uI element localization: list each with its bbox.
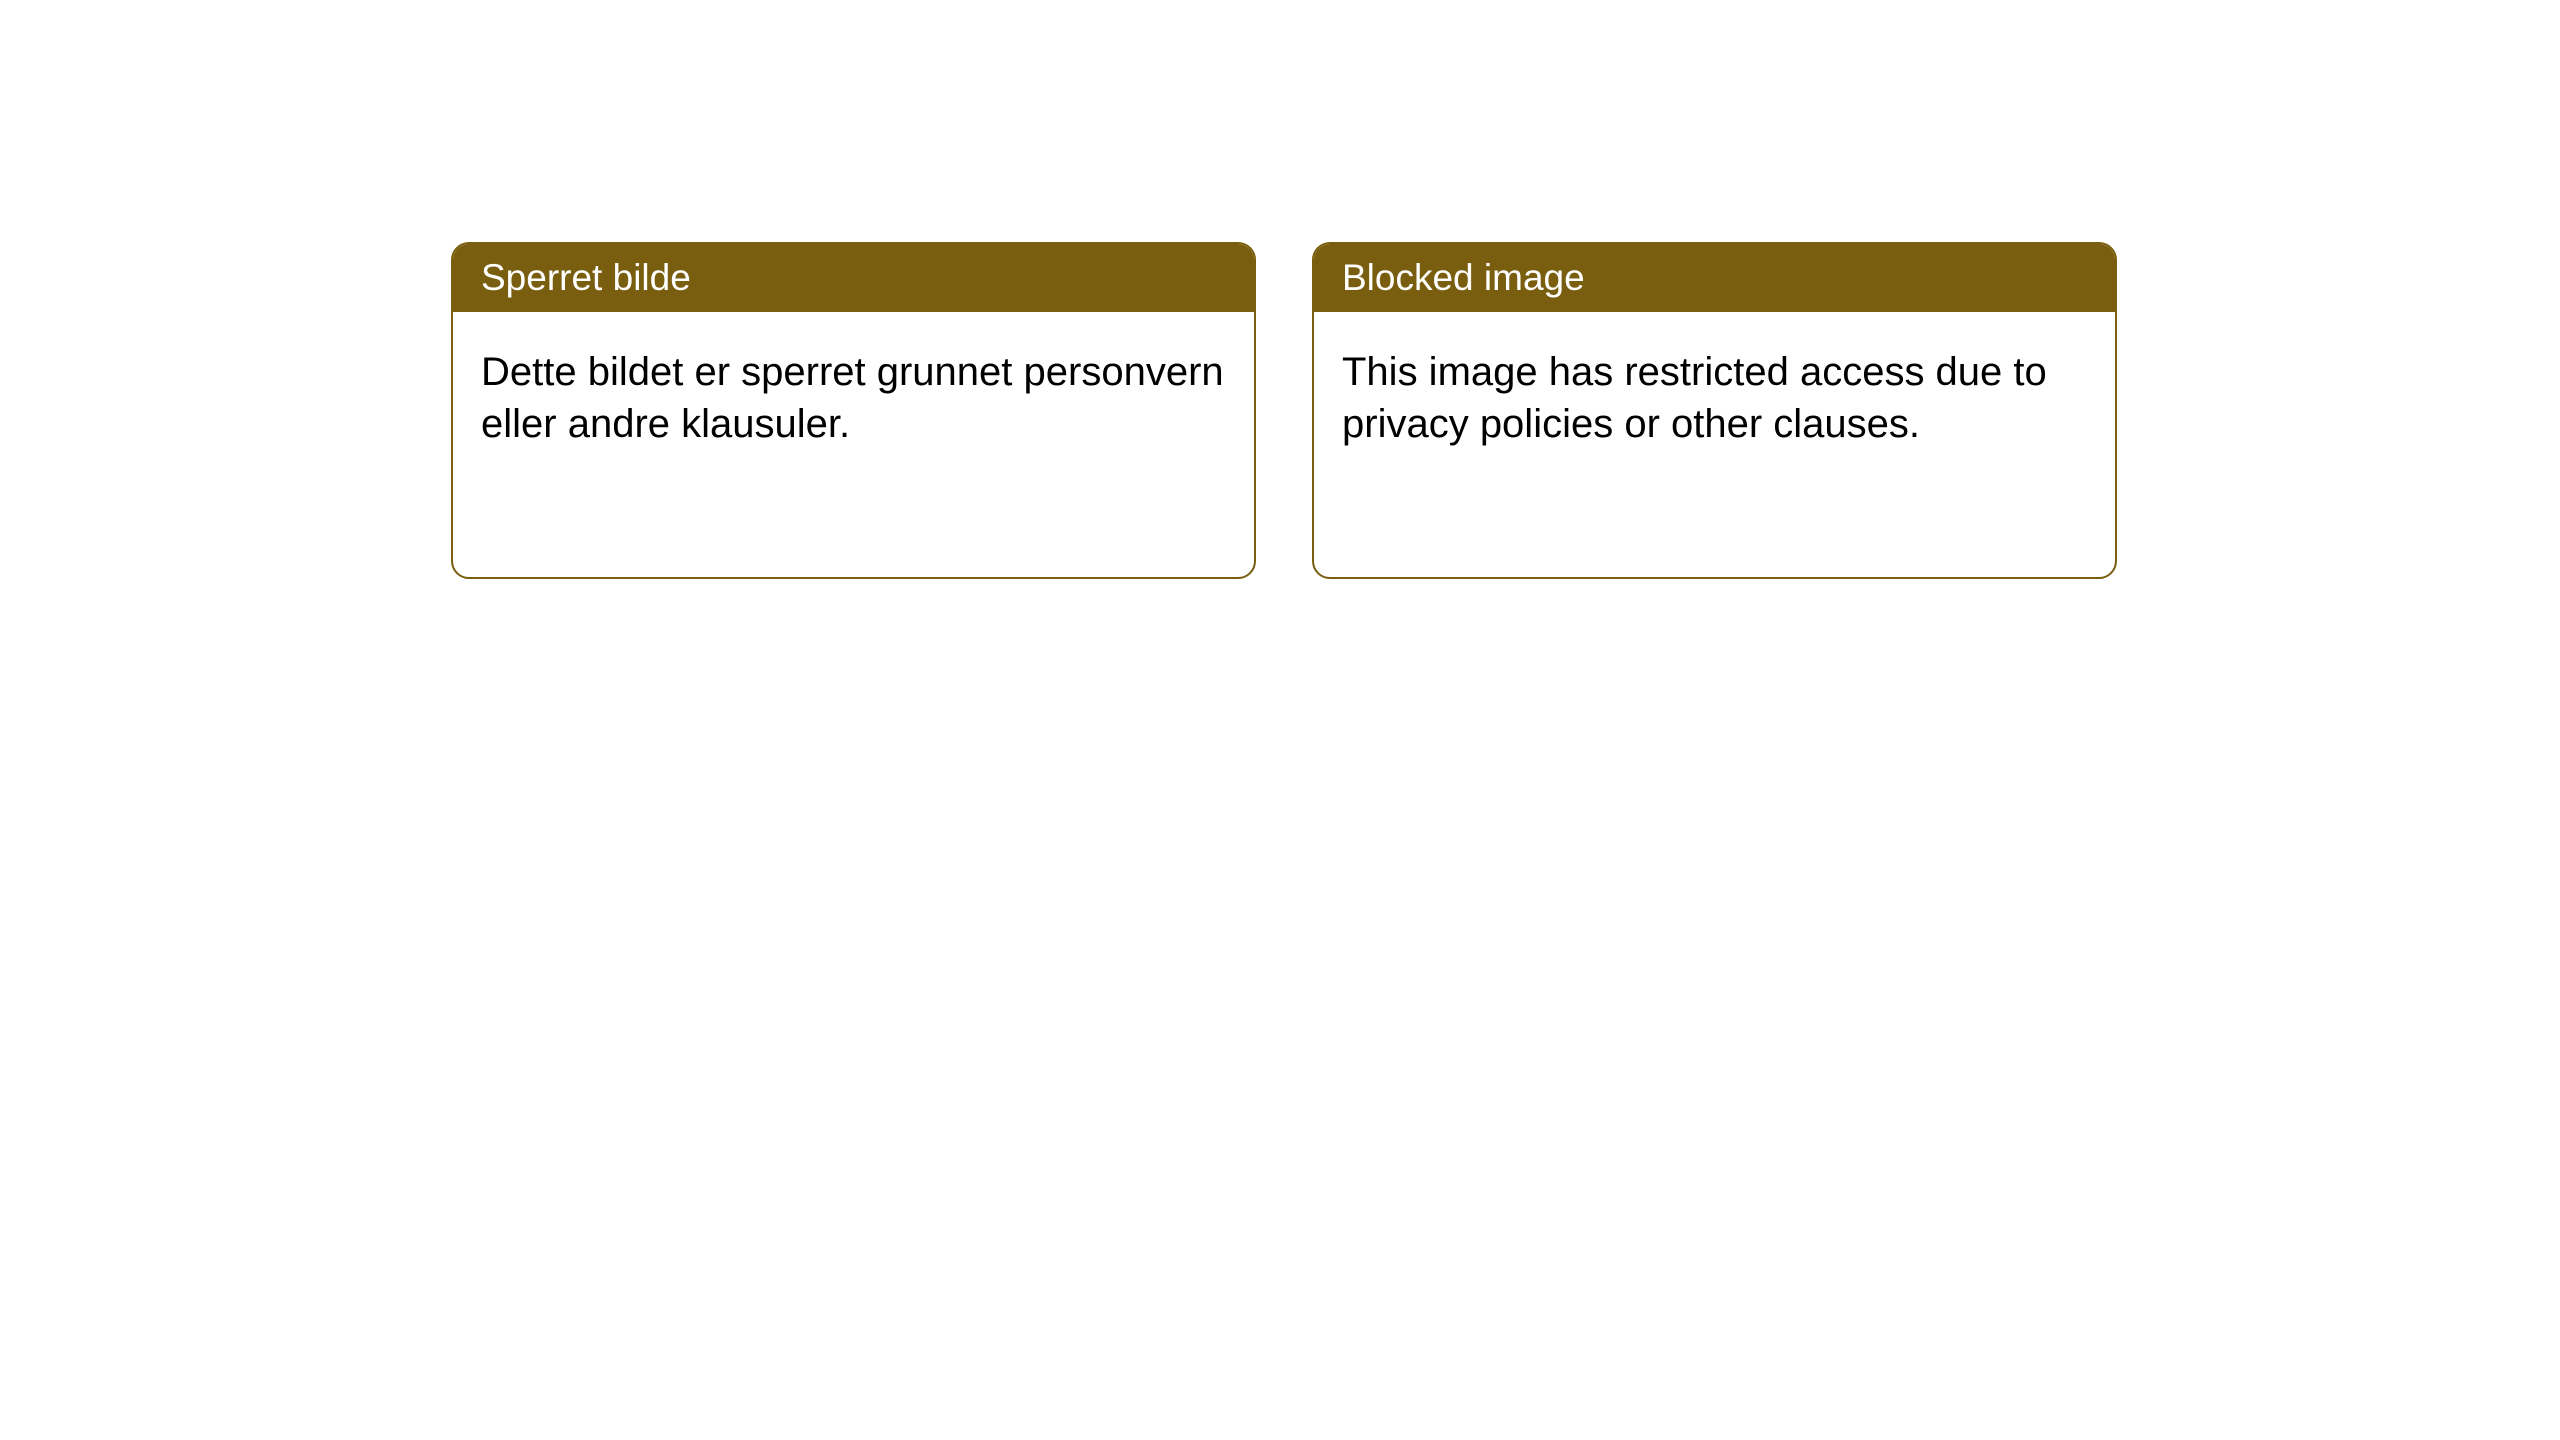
notice-text: Dette bildet er sperret grunnet personve… bbox=[481, 350, 1224, 446]
notice-header-norwegian: Sperret bilde bbox=[453, 244, 1254, 312]
notice-container: Sperret bilde Dette bildet er sperret gr… bbox=[451, 242, 2117, 579]
notice-title: Blocked image bbox=[1342, 257, 1585, 298]
notice-body-norwegian: Dette bildet er sperret grunnet personve… bbox=[453, 312, 1254, 484]
notice-card-english: Blocked image This image has restricted … bbox=[1312, 242, 2117, 579]
notice-title: Sperret bilde bbox=[481, 257, 691, 298]
notice-text: This image has restricted access due to … bbox=[1342, 350, 2047, 446]
notice-header-english: Blocked image bbox=[1314, 244, 2115, 312]
notice-card-norwegian: Sperret bilde Dette bildet er sperret gr… bbox=[451, 242, 1256, 579]
notice-body-english: This image has restricted access due to … bbox=[1314, 312, 2115, 484]
